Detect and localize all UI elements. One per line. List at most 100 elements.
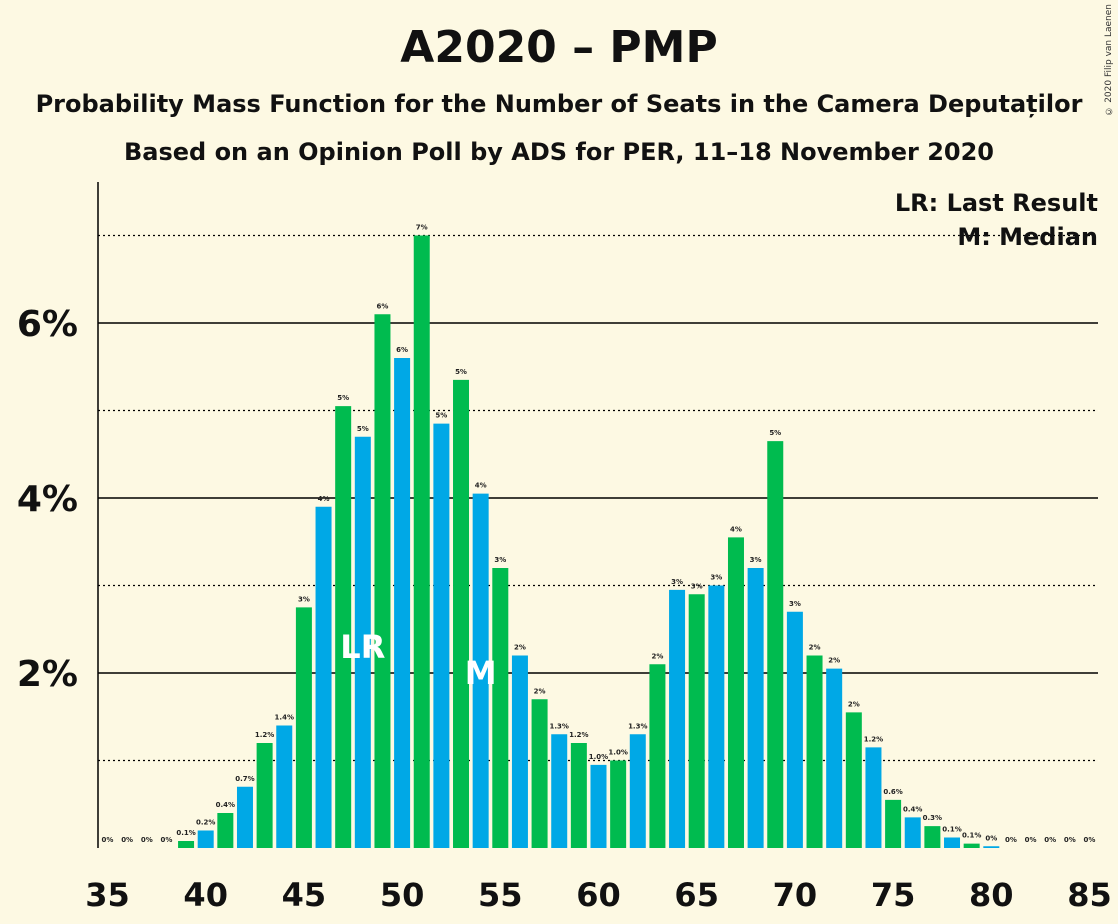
bar-value-label: 0% bbox=[102, 836, 114, 844]
bar-value-label: 0% bbox=[141, 836, 153, 844]
bar bbox=[511, 655, 528, 848]
bar bbox=[472, 493, 489, 848]
bar-value-label: 5% bbox=[769, 429, 781, 437]
bar-value-label: 0% bbox=[1064, 836, 1076, 844]
bar-value-label: 3% bbox=[298, 595, 310, 603]
bar bbox=[629, 734, 646, 848]
x-tick-label: 55 bbox=[478, 876, 523, 914]
bar-value-label: 5% bbox=[455, 368, 467, 376]
bar-value-label: 2% bbox=[514, 644, 526, 652]
bar-value-label: 1.3% bbox=[550, 722, 569, 730]
chart-title: A2020 – PMP bbox=[400, 22, 718, 73]
bar-value-label: 4% bbox=[318, 495, 330, 503]
legend: LR: Last Result M: Median bbox=[895, 186, 1098, 254]
chart-subtitle: Probability Mass Function for the Number… bbox=[35, 90, 1083, 118]
bar-value-label: 0% bbox=[1005, 836, 1017, 844]
legend-last-result: LR: Last Result bbox=[894, 189, 1098, 217]
bar-value-label: 6% bbox=[377, 302, 389, 310]
bar-value-label: 0.4% bbox=[216, 801, 235, 809]
bar-value-label: 3% bbox=[671, 578, 683, 586]
bar-value-label: 4% bbox=[475, 482, 487, 490]
bar bbox=[904, 817, 921, 848]
bar bbox=[335, 406, 352, 848]
bar bbox=[610, 760, 627, 848]
y-tick-label: 2% bbox=[17, 654, 78, 695]
bar bbox=[806, 655, 823, 848]
bar-value-label: 0% bbox=[1044, 836, 1056, 844]
bar-value-label: 1.0% bbox=[589, 753, 608, 761]
bar bbox=[236, 786, 253, 848]
bar bbox=[492, 568, 509, 848]
bar-value-label: 0.3% bbox=[923, 814, 942, 822]
bar-value-label: 3% bbox=[789, 600, 801, 608]
bar bbox=[688, 594, 705, 848]
bar-value-label: 2% bbox=[828, 657, 840, 665]
bar bbox=[453, 379, 470, 848]
bar bbox=[256, 743, 273, 848]
bar-value-label: 0.2% bbox=[196, 819, 215, 827]
bar bbox=[394, 358, 411, 848]
bar-value-label: 0.6% bbox=[883, 788, 902, 796]
legend-median: M: Median bbox=[957, 223, 1098, 251]
x-tick-label: 60 bbox=[576, 876, 621, 914]
bar bbox=[276, 725, 293, 848]
bar bbox=[727, 537, 744, 848]
bar bbox=[963, 843, 980, 848]
x-tick-label: 45 bbox=[282, 876, 327, 914]
y-tick-label: 6% bbox=[17, 304, 78, 345]
bar bbox=[865, 747, 882, 848]
bar bbox=[983, 846, 1000, 848]
bar bbox=[786, 611, 803, 848]
bar-value-label: 0.1% bbox=[942, 826, 961, 834]
x-tick-label: 65 bbox=[674, 876, 719, 914]
bar-value-label: 3% bbox=[691, 582, 703, 590]
bar bbox=[217, 813, 234, 848]
bar-value-label: 0.1% bbox=[962, 832, 981, 840]
bar-value-label: 5% bbox=[357, 425, 369, 433]
bar bbox=[590, 764, 607, 848]
bar-value-label: 1.3% bbox=[628, 722, 647, 730]
bar-value-label: 0.1% bbox=[176, 829, 195, 837]
bar bbox=[669, 589, 686, 848]
bar bbox=[551, 734, 568, 848]
bar-value-label: 2% bbox=[534, 687, 546, 695]
bar bbox=[649, 664, 666, 848]
bar-value-label: 0% bbox=[160, 836, 172, 844]
y-tick-label: 4% bbox=[17, 479, 78, 520]
x-tick-label: 50 bbox=[380, 876, 425, 914]
bar bbox=[924, 826, 941, 848]
bar bbox=[178, 841, 195, 848]
bar-value-label: 2% bbox=[848, 700, 860, 708]
bar-value-label: 1.2% bbox=[864, 735, 883, 743]
bar bbox=[885, 799, 902, 848]
bar bbox=[570, 743, 587, 848]
bar-value-label: 6% bbox=[396, 346, 408, 354]
bar-value-label: 1.4% bbox=[275, 714, 294, 722]
bar bbox=[197, 830, 214, 848]
bar bbox=[413, 235, 430, 848]
bar bbox=[374, 314, 391, 848]
bar bbox=[944, 837, 961, 848]
bar-value-label: 3% bbox=[494, 556, 506, 564]
bar bbox=[295, 607, 312, 848]
bar bbox=[315, 506, 332, 848]
x-tick-label: 80 bbox=[969, 876, 1014, 914]
x-tick-label: 40 bbox=[183, 876, 228, 914]
bar bbox=[767, 441, 784, 848]
bar bbox=[708, 585, 725, 848]
x-tick-label: 35 bbox=[85, 876, 130, 914]
bar-value-label: 0.4% bbox=[903, 805, 922, 813]
bar-value-label: 1.2% bbox=[569, 731, 588, 739]
bar bbox=[845, 712, 862, 848]
bar-value-label: 0% bbox=[1025, 836, 1037, 844]
last-result-marker: LR bbox=[340, 628, 385, 666]
bar-value-label: 7% bbox=[416, 224, 428, 232]
bar-value-label: 1.2% bbox=[255, 731, 274, 739]
bar bbox=[354, 436, 371, 848]
bar bbox=[531, 699, 548, 848]
bar bbox=[433, 423, 450, 848]
bar-value-label: 0% bbox=[121, 836, 133, 844]
bar-value-label: 3% bbox=[750, 556, 762, 564]
x-tick-label: 75 bbox=[871, 876, 916, 914]
